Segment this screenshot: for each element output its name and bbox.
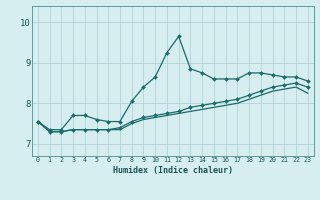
X-axis label: Humidex (Indice chaleur): Humidex (Indice chaleur)	[113, 166, 233, 175]
